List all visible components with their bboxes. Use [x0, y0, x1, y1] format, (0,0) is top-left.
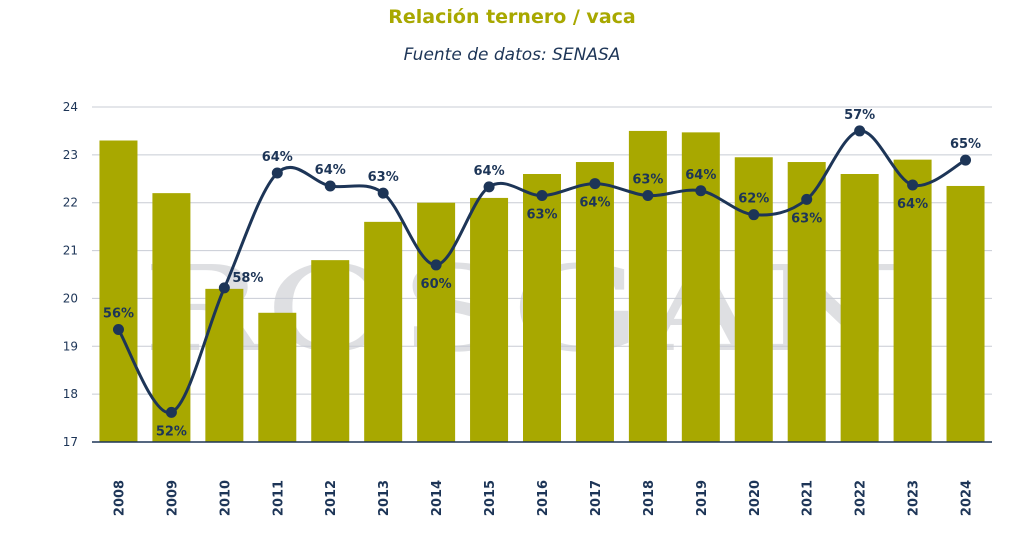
- bar-2013: [364, 221, 403, 442]
- data-label: 64%: [579, 196, 610, 211]
- line-point-2014: [430, 259, 442, 271]
- chart-title: Relación ternero / vaca: [388, 6, 636, 28]
- x-tick-label: 2021: [801, 480, 816, 516]
- y-tick-label: 18: [63, 387, 78, 401]
- line-point-2011: [271, 167, 283, 179]
- data-label: 56%: [103, 307, 134, 322]
- line-point-2024: [960, 154, 972, 166]
- line-point-2021: [801, 193, 813, 205]
- line-point-2017: [589, 178, 601, 190]
- y-tick-label: 23: [63, 148, 78, 162]
- data-label: 64%: [473, 164, 504, 179]
- x-tick-label: 2013: [377, 480, 392, 516]
- x-tick-label: 2008: [112, 480, 127, 516]
- y-tick-label: 22: [63, 196, 78, 210]
- bar-2020: [734, 157, 773, 442]
- bar-2009: [152, 193, 191, 442]
- chart-subtitle: Fuente de datos: SENASA: [403, 45, 621, 65]
- x-tick-label: 2009: [165, 480, 180, 516]
- x-tick-label: 2011: [271, 480, 286, 516]
- line-series: [112, 125, 972, 418]
- data-label: 57%: [844, 108, 875, 123]
- x-tick-label: 2019: [695, 480, 710, 516]
- bar-2017: [575, 162, 614, 443]
- line-point-2010: [218, 282, 230, 294]
- data-label: 62%: [738, 192, 769, 207]
- data-label: 52%: [156, 424, 187, 439]
- x-tick-label: 2016: [536, 480, 551, 516]
- x-tick-label: 2015: [483, 480, 498, 516]
- line-point-2016: [536, 190, 548, 202]
- bar-2023: [893, 159, 932, 442]
- x-tick-label: 2022: [854, 480, 869, 516]
- data-label: 64%: [897, 197, 928, 212]
- bar-2016: [523, 174, 561, 442]
- data-label: 64%: [315, 163, 346, 178]
- data-labels: 56% 52% 58% 64% 64% 63% 60% 64% 63% 64% 63% 64% 62% 6…: [103, 108, 981, 439]
- axes: 2008 2009 2010 2011 2012 2013 2014 2015 2016 2017…: [92, 441, 992, 516]
- line-point-2020: [748, 209, 760, 221]
- bar-2015: [470, 197, 509, 442]
- data-label: 64%: [685, 168, 716, 183]
- data-label: 63%: [368, 170, 399, 185]
- bar-2008: [99, 140, 138, 442]
- bar-2019: [681, 132, 720, 442]
- x-tick-label: 2014: [430, 480, 445, 516]
- line-point-2013: [377, 187, 389, 199]
- bar-2010: [205, 288, 244, 442]
- line-point-2019: [695, 185, 707, 197]
- y-tick-label: 17: [63, 435, 78, 449]
- bar-2024: [946, 185, 985, 442]
- data-label: 63%: [526, 208, 557, 223]
- bar-2012: [311, 260, 350, 442]
- bar-2014: [417, 202, 456, 442]
- line-point-2018: [642, 190, 654, 202]
- bar-2022: [840, 174, 879, 442]
- y-tick-label: 21: [63, 244, 78, 258]
- x-tick-label: 2023: [907, 480, 922, 516]
- bar-series: [99, 130, 985, 443]
- line-point-2009: [165, 406, 177, 418]
- data-label: 63%: [791, 211, 822, 226]
- y-tick-label: 24: [63, 100, 78, 114]
- y-tick-label: 19: [63, 339, 78, 353]
- line-path: [117, 129, 967, 414]
- line-point-2022: [854, 125, 866, 137]
- x-tick-label: 2018: [642, 480, 657, 516]
- x-tick-label: 2012: [324, 480, 339, 516]
- line-point-2012: [324, 180, 336, 192]
- line-point-2023: [907, 179, 919, 191]
- data-label: 60%: [421, 277, 452, 292]
- y-tick-label: 20: [63, 291, 78, 305]
- bar-2018: [628, 130, 667, 442]
- data-label: 64%: [262, 150, 293, 165]
- x-tick-label: 2010: [218, 480, 233, 516]
- x-tick-label: 2020: [748, 480, 763, 516]
- x-tick-label: 2024: [960, 480, 975, 516]
- data-label: 58%: [232, 271, 263, 286]
- line-point-2008: [112, 324, 124, 336]
- data-label: 65%: [950, 137, 981, 152]
- data-label: 63%: [632, 173, 663, 188]
- line-point-2015: [483, 181, 495, 193]
- bar-2011: [258, 312, 297, 442]
- x-tick-label: 2017: [589, 480, 604, 516]
